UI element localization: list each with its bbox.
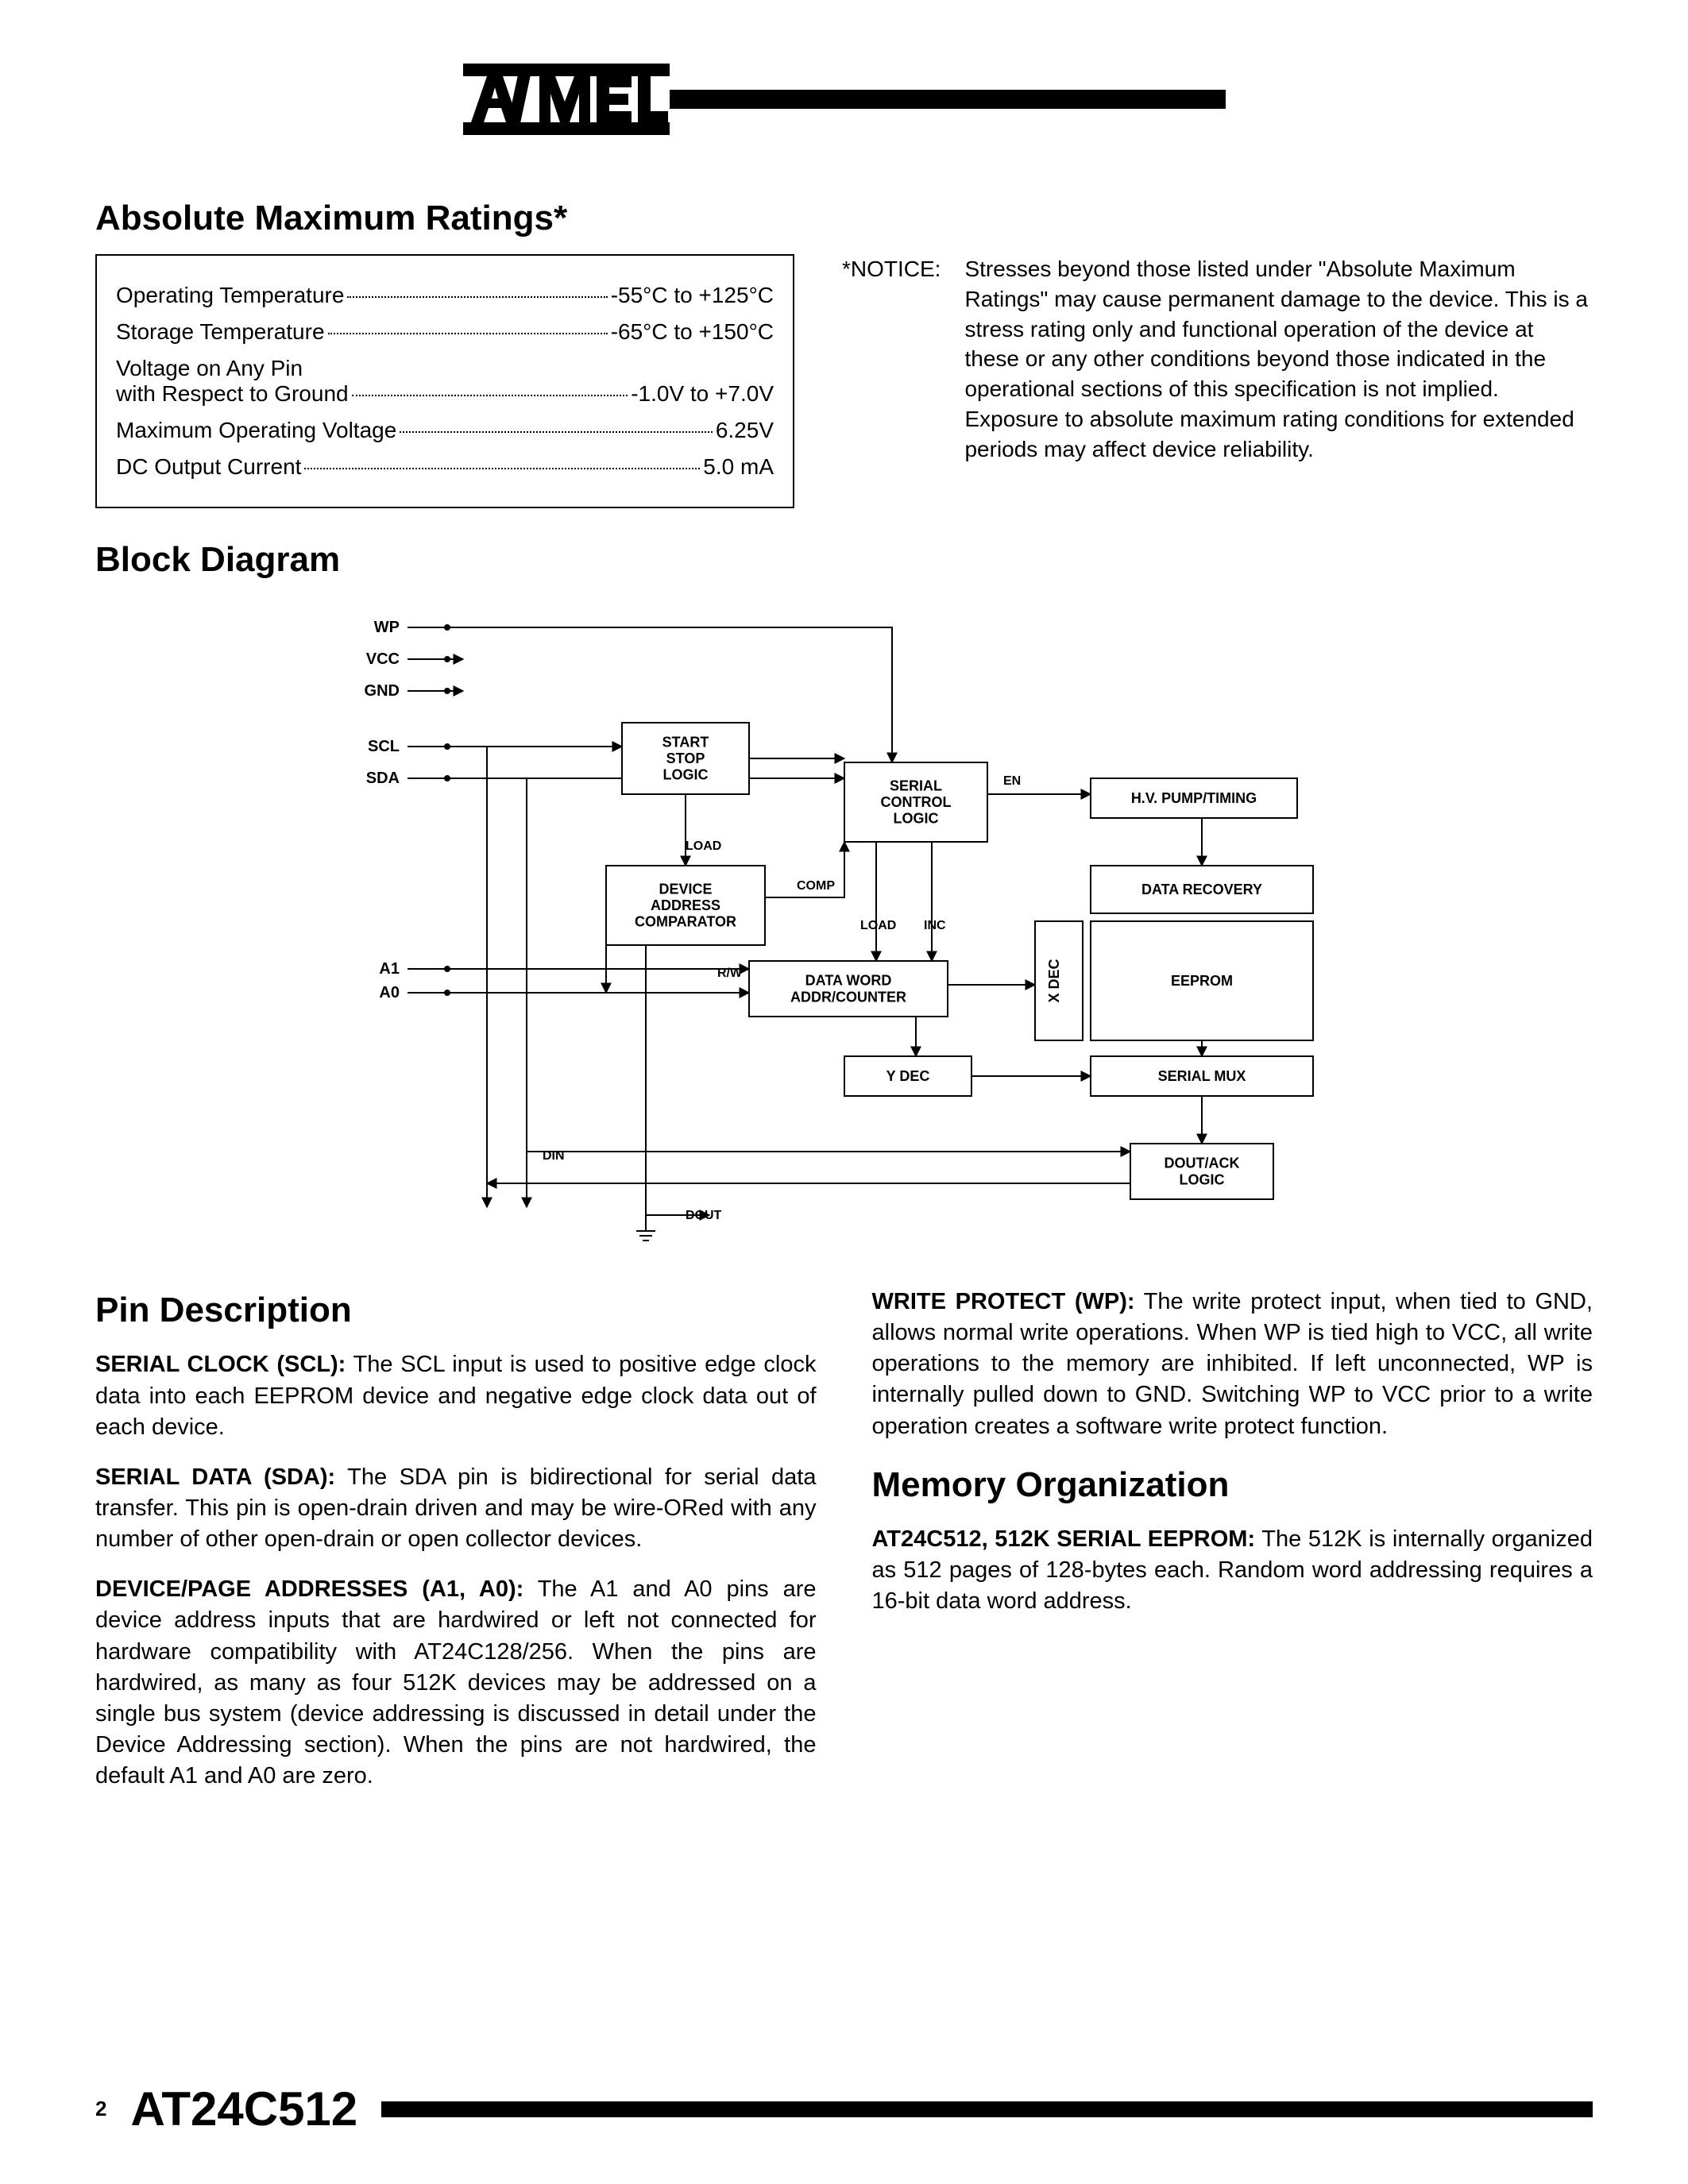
- svg-text:DIN: DIN: [543, 1149, 565, 1163]
- svg-text:DATA WORD: DATA WORD: [805, 973, 891, 989]
- mem-org-heading: Memory Organization: [872, 1461, 1593, 1508]
- svg-text:CONTROL: CONTROL: [880, 794, 951, 810]
- rating-row: Voltage on Any Pin with Respect to Groun…: [116, 356, 774, 407]
- right-column: WRITE PROTECT (WP): The write protect in…: [872, 1287, 1593, 1811]
- svg-text:DATA RECOVERY: DATA RECOVERY: [1141, 882, 1261, 897]
- block-diagram: WPVCCGNDSCLSDAA1A0STARTSTOPLOGICSERIALCO…: [95, 596, 1593, 1247]
- pin-addr-para: DEVICE/PAGE ADDRESSES (A1, A0): The A1 a…: [95, 1574, 817, 1792]
- leader-dots: [328, 333, 608, 334]
- svg-text:A1: A1: [379, 960, 400, 978]
- rating-label: Operating Temperature: [116, 283, 344, 308]
- svg-text:WP: WP: [373, 619, 399, 636]
- leader-dots: [347, 296, 607, 298]
- rating-label: Storage Temperature: [116, 319, 325, 345]
- left-column: Pin Description SERIAL CLOCK (SCL): The …: [95, 1287, 817, 1811]
- page-footer: 2 AT24C512: [95, 2082, 1593, 2136]
- svg-text:INC: INC: [924, 919, 946, 932]
- svg-text:LOGIC: LOGIC: [662, 767, 708, 783]
- pin-sda-para: SERIAL DATA (SDA): The SDA pin is bidire…: [95, 1462, 817, 1555]
- footer-rule: [381, 2101, 1593, 2117]
- page-number: 2: [95, 2097, 106, 2121]
- pin-scl-para: SERIAL CLOCK (SCL): The SCL input is use…: [95, 1349, 817, 1442]
- svg-text:DEVICE: DEVICE: [659, 881, 712, 897]
- svg-text:GND: GND: [364, 682, 399, 700]
- svg-text:ADDR/COUNTER: ADDR/COUNTER: [790, 989, 906, 1005]
- run-in-head: SERIAL DATA (SDA):: [95, 1464, 335, 1490]
- run-in-head: AT24C512, 512K SERIAL EEPROM:: [872, 1526, 1256, 1552]
- rating-value: 5.0 mA: [703, 454, 774, 480]
- svg-text:X DEC: X DEC: [1046, 959, 1062, 1002]
- para-text: The A1 and A0 pins are device address in…: [95, 1576, 817, 1788]
- svg-text:LOGIC: LOGIC: [893, 811, 938, 827]
- run-in-head: WRITE PROTECT (WP):: [872, 1289, 1135, 1314]
- svg-text:COMP: COMP: [797, 879, 835, 893]
- svg-text:H.V. PUMP/TIMING: H.V. PUMP/TIMING: [1130, 790, 1256, 806]
- svg-text:EEPROM: EEPROM: [1170, 973, 1232, 989]
- svg-text:DOUT/ACK: DOUT/ACK: [1164, 1156, 1239, 1171]
- svg-text:R/W: R/W: [717, 967, 743, 980]
- rating-label: DC Output Current: [116, 454, 301, 480]
- atmel-logo: [463, 64, 670, 135]
- leader-dots: [304, 468, 700, 469]
- page-header: [95, 64, 1593, 135]
- svg-text:VCC: VCC: [365, 650, 399, 668]
- header-rule: [670, 90, 1226, 109]
- rating-value: -55°C to +125°C: [611, 283, 774, 308]
- ratings-area: Operating Temperature -55°C to +125°C St…: [95, 254, 1593, 508]
- svg-text:Y DEC: Y DEC: [886, 1068, 929, 1084]
- svg-text:EN: EN: [1003, 774, 1021, 788]
- svg-text:A0: A0: [379, 984, 400, 1001]
- svg-text:COMPARATOR: COMPARATOR: [635, 914, 736, 930]
- leader-dots: [352, 395, 628, 396]
- rating-row: Storage Temperature -65°C to +150°C: [116, 319, 774, 345]
- run-in-head: SERIAL CLOCK (SCL):: [95, 1352, 346, 1377]
- rating-row: Operating Temperature -55°C to +125°C: [116, 283, 774, 308]
- rating-value: -1.0V to +7.0V: [631, 381, 774, 407]
- svg-text:SCL: SCL: [368, 738, 400, 755]
- rating-label: Voltage on Any Pin: [116, 356, 774, 381]
- ratings-heading: Absolute Maximum Ratings*: [95, 199, 1593, 238]
- notice-text: Stresses beyond those listed under "Abso…: [964, 254, 1593, 508]
- pin-desc-heading: Pin Description: [95, 1287, 817, 1333]
- svg-text:LOAD: LOAD: [686, 839, 721, 853]
- rating-row: Maximum Operating Voltage 6.25V: [116, 418, 774, 443]
- svg-text:STOP: STOP: [666, 751, 705, 766]
- svg-text:SERIAL: SERIAL: [889, 778, 941, 793]
- rating-label: Maximum Operating Voltage: [116, 418, 396, 443]
- rating-value: -65°C to +150°C: [611, 319, 774, 345]
- leader-dots: [400, 431, 713, 433]
- svg-text:SERIAL MUX: SERIAL MUX: [1157, 1068, 1246, 1084]
- block-diagram-heading: Block Diagram: [95, 540, 1593, 580]
- notice-label: *NOTICE:: [842, 254, 941, 508]
- body-columns: Pin Description SERIAL CLOCK (SCL): The …: [95, 1287, 1593, 1811]
- svg-text:ADDRESS: ADDRESS: [650, 897, 720, 913]
- svg-text:START: START: [662, 734, 709, 750]
- svg-text:DOUT: DOUT: [686, 1209, 722, 1222]
- notice: *NOTICE: Stresses beyond those listed un…: [842, 254, 1593, 508]
- rating-row: DC Output Current 5.0 mA: [116, 454, 774, 480]
- pin-wp-para: WRITE PROTECT (WP): The write protect in…: [872, 1287, 1593, 1442]
- rating-value: 6.25V: [716, 418, 774, 443]
- svg-text:LOAD: LOAD: [860, 919, 896, 932]
- run-in-head: DEVICE/PAGE ADDRESSES (A1, A0):: [95, 1576, 523, 1602]
- part-number: AT24C512: [130, 2082, 357, 2136]
- svg-text:SDA: SDA: [365, 770, 399, 787]
- svg-text:LOGIC: LOGIC: [1179, 1171, 1224, 1187]
- mem-org-para: AT24C512, 512K SERIAL EEPROM: The 512K i…: [872, 1524, 1593, 1617]
- ratings-table: Operating Temperature -55°C to +125°C St…: [95, 254, 794, 508]
- rating-sublabel: with Respect to Ground: [116, 381, 349, 407]
